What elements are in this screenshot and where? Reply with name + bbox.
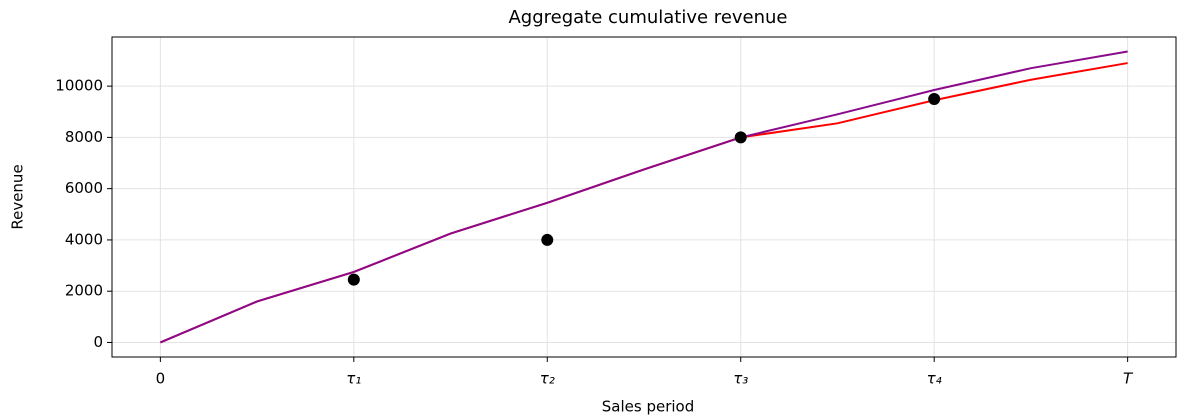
y-tick-label: 10000: [55, 77, 103, 95]
x-tick-label: T: [1123, 370, 1134, 388]
y-tick-label: 0: [93, 333, 103, 351]
y-tick-label: 8000: [65, 128, 103, 146]
y-axis-label: Revenue: [9, 164, 27, 229]
x-tick-label: τ₁: [346, 370, 361, 388]
x-tick-label: τ₃: [733, 370, 748, 388]
plot-frame: [111, 36, 1177, 358]
data-point: [734, 131, 747, 144]
x-tick-label: 0: [156, 370, 166, 388]
y-tick-label: 6000: [65, 179, 103, 197]
series-line: [159, 62, 1128, 344]
data-point: [347, 273, 360, 286]
series-line: [159, 50, 1128, 344]
data-point: [928, 92, 941, 105]
x-tick-label: τ₄: [927, 370, 942, 388]
data-point: [541, 233, 554, 246]
y-tick-label: 2000: [65, 282, 103, 300]
x-tick-label: τ₂: [540, 370, 555, 388]
y-tick-label: 4000: [65, 230, 103, 248]
chart-title: Aggregate cumulative revenue: [508, 7, 787, 28]
x-axis-label: Sales period: [602, 398, 694, 416]
